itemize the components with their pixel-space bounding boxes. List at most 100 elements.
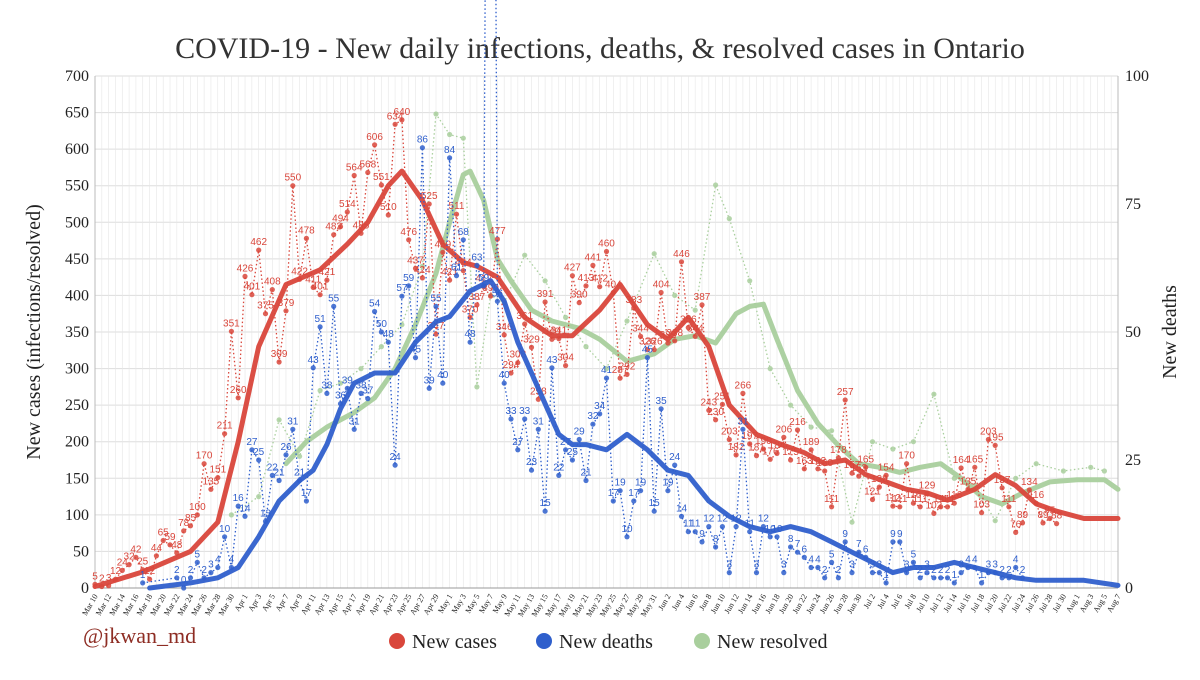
new-deaths-data-label: 31 bbox=[737, 416, 749, 427]
new-deaths-point bbox=[917, 575, 923, 581]
new-deaths-point bbox=[474, 262, 480, 268]
new-deaths-point bbox=[351, 426, 357, 432]
new-cases-point bbox=[644, 347, 651, 353]
new-cases-data-label: 116 bbox=[946, 490, 962, 501]
new-deaths-point bbox=[672, 462, 678, 468]
new-cases-data-label: 404 bbox=[605, 280, 622, 291]
new-deaths-data-label: 55 bbox=[328, 293, 340, 304]
new-deaths-point bbox=[651, 508, 657, 514]
left-tick-label: 650 bbox=[65, 105, 89, 122]
new-resolved-point bbox=[726, 216, 732, 222]
new-resolved-point bbox=[1101, 468, 1107, 474]
new-resolved-point bbox=[603, 366, 610, 372]
new-deaths-daily-line bbox=[142, 0, 1024, 590]
new-cases-point bbox=[583, 283, 589, 289]
new-deaths-point bbox=[774, 534, 780, 540]
new-deaths-point bbox=[726, 570, 732, 576]
new-cases-point bbox=[406, 237, 412, 243]
new-cases-point bbox=[678, 259, 685, 265]
new-deaths-data-label: 41 bbox=[601, 365, 613, 376]
new-resolved-point bbox=[378, 344, 384, 350]
new-deaths-data-label: 33 bbox=[505, 406, 517, 417]
new-deaths-data-label: 84 bbox=[444, 145, 456, 156]
new-deaths-point bbox=[706, 524, 712, 530]
new-deaths-point bbox=[631, 498, 637, 504]
new-cases-data-label: 243 bbox=[700, 397, 717, 408]
new-cases-data-label: 2 bbox=[99, 574, 105, 585]
new-deaths-point bbox=[528, 467, 535, 473]
new-cases-data-label: 153 bbox=[850, 463, 867, 474]
new-cases-point bbox=[815, 466, 821, 472]
new-deaths-point bbox=[256, 457, 262, 463]
new-deaths-point bbox=[603, 375, 610, 381]
new-cases-data-label: 25 bbox=[137, 557, 149, 568]
new-cases-point bbox=[453, 211, 460, 217]
new-deaths-point bbox=[365, 396, 371, 402]
new-deaths-point bbox=[378, 329, 384, 335]
new-deaths-data-label: 61 bbox=[451, 263, 463, 274]
new-deaths-point bbox=[699, 539, 705, 545]
new-deaths-data-label: 45 bbox=[410, 345, 422, 356]
new-cases-data-label: 103 bbox=[973, 500, 990, 511]
new-deaths-data-label: 68 bbox=[458, 227, 470, 238]
new-cases-data-label: 346 bbox=[496, 322, 513, 333]
left-tick-label: 50 bbox=[73, 543, 89, 560]
new-resolved-point bbox=[433, 111, 439, 117]
new-deaths-data-label: 17 bbox=[301, 488, 313, 499]
new-cases-data-label: 422 bbox=[291, 266, 308, 277]
new-cases-data-label: 340 bbox=[544, 326, 561, 337]
new-cases-point bbox=[378, 182, 384, 188]
new-cases-data-label: 111 bbox=[913, 494, 929, 505]
new-deaths-point bbox=[733, 524, 739, 530]
new-cases-point bbox=[829, 504, 835, 510]
new-deaths-point bbox=[563, 447, 569, 453]
new-resolved-point bbox=[869, 439, 876, 445]
new-cases-point bbox=[467, 314, 473, 320]
new-deaths-data-label: 11 bbox=[690, 519, 701, 530]
new-deaths-point bbox=[324, 390, 330, 396]
new-cases-point bbox=[365, 169, 371, 176]
new-cases-point bbox=[317, 292, 323, 298]
new-resolved-point bbox=[713, 182, 719, 188]
new-cases-data-label: 421 bbox=[441, 267, 458, 278]
new-cases-point bbox=[235, 395, 241, 401]
new-deaths-data-label: 59 bbox=[403, 273, 415, 284]
left-tick-label: 100 bbox=[65, 507, 89, 524]
new-deaths-data-label: 12 bbox=[717, 514, 729, 525]
new-cases-data-label: 309 bbox=[271, 349, 288, 360]
new-deaths-data-label: 32 bbox=[587, 411, 599, 422]
new-deaths-point bbox=[740, 426, 746, 432]
new-cases-point bbox=[822, 468, 828, 474]
new-cases-point bbox=[692, 333, 698, 339]
new-deaths-data-label: 9 bbox=[842, 529, 848, 540]
new-cases-point bbox=[726, 436, 732, 443]
new-resolved-point bbox=[747, 278, 753, 284]
new-cases-point bbox=[753, 453, 760, 459]
right-tick-label: 100 bbox=[1125, 68, 1149, 85]
new-deaths-data-label: 33 bbox=[519, 406, 531, 417]
new-deaths-data-label: 4 bbox=[229, 555, 235, 566]
new-cases-point bbox=[665, 340, 671, 346]
new-cases-point bbox=[181, 528, 187, 534]
new-cases-data-label: 551 bbox=[373, 172, 390, 183]
new-cases-point bbox=[774, 450, 780, 456]
new-deaths-data-label: 2 bbox=[931, 565, 937, 576]
left-tick-label: 700 bbox=[65, 68, 89, 85]
new-cases-data-label: 111 bbox=[933, 494, 949, 505]
new-deaths-point bbox=[815, 564, 821, 571]
new-deaths-data-label: 15 bbox=[540, 498, 552, 509]
new-cases-point bbox=[290, 183, 296, 189]
new-cases-point bbox=[412, 265, 419, 271]
new-cases-data-label: 477 bbox=[489, 226, 506, 237]
new-cases-data-label: 459 bbox=[434, 239, 451, 250]
new-deaths-point bbox=[849, 570, 855, 576]
new-cases-data-label: 111 bbox=[824, 494, 840, 505]
new-cases-point bbox=[999, 485, 1005, 491]
new-cases-data-label: 329 bbox=[523, 334, 540, 345]
new-cases-data-label: 3 bbox=[106, 573, 112, 584]
new-cases-point bbox=[1019, 520, 1026, 526]
new-deaths-point bbox=[303, 498, 309, 504]
new-cases-data-label: 111 bbox=[1001, 494, 1017, 505]
new-cases-data-label: 462 bbox=[250, 237, 267, 248]
new-cases-data-label: 426 bbox=[237, 263, 254, 274]
